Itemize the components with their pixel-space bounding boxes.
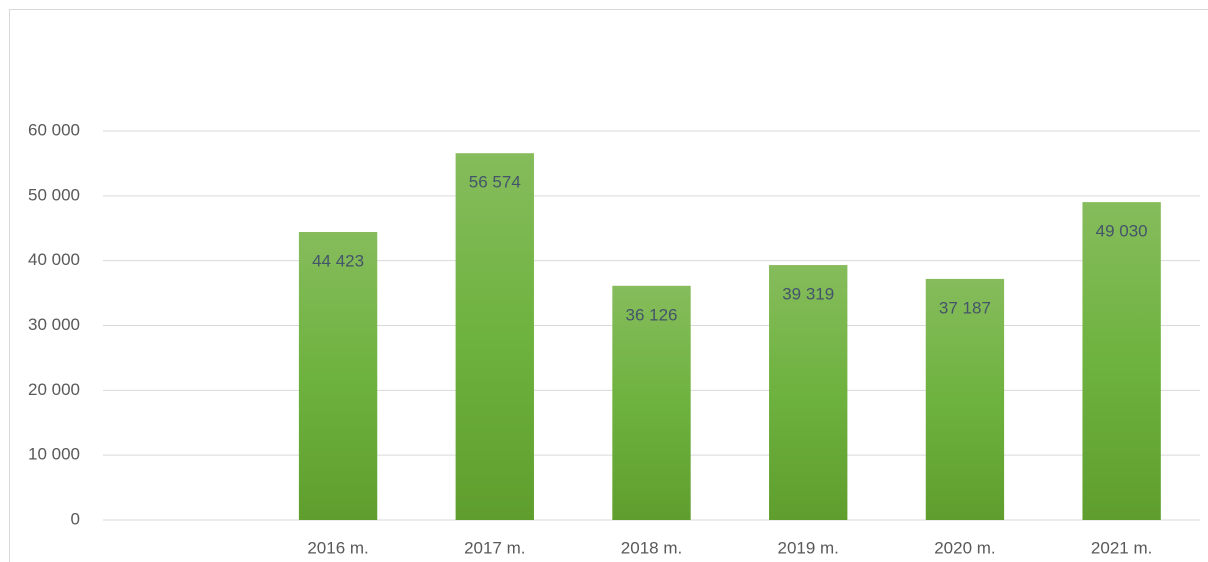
bar (925, 278, 1005, 520)
y-tick-label: 40 000 (28, 250, 80, 269)
bar (769, 265, 848, 520)
x-tick-label: 2021 m. (1091, 538, 1152, 557)
x-tick-label: 2018 m. (621, 538, 682, 557)
y-tick-label: 50 000 (28, 185, 80, 204)
data-label: 44 423 (312, 251, 364, 270)
x-tick-label: 2019 m. (777, 538, 838, 557)
data-label: 56 574 (469, 173, 521, 192)
y-tick-label: 20 000 (28, 380, 80, 399)
x-tick-label: 2017 m. (464, 538, 525, 557)
chart-border (9, 9, 1208, 562)
x-tick-label: 2020 m. (934, 538, 995, 557)
bar (612, 285, 691, 520)
data-label: 49 030 (1096, 222, 1148, 241)
y-tick-label: 60 000 (28, 120, 80, 139)
data-label: 36 126 (626, 305, 678, 324)
bar (1082, 202, 1161, 520)
data-label: 37 187 (939, 298, 991, 317)
y-tick-label: 10 000 (28, 445, 80, 464)
y-tick-label: 30 000 (28, 315, 80, 334)
bar (455, 153, 534, 520)
x-tick-label: 2016 m. (307, 538, 368, 557)
y-tick-label: 0 (71, 509, 80, 528)
bar (298, 231, 378, 520)
data-label: 39 319 (782, 285, 834, 304)
